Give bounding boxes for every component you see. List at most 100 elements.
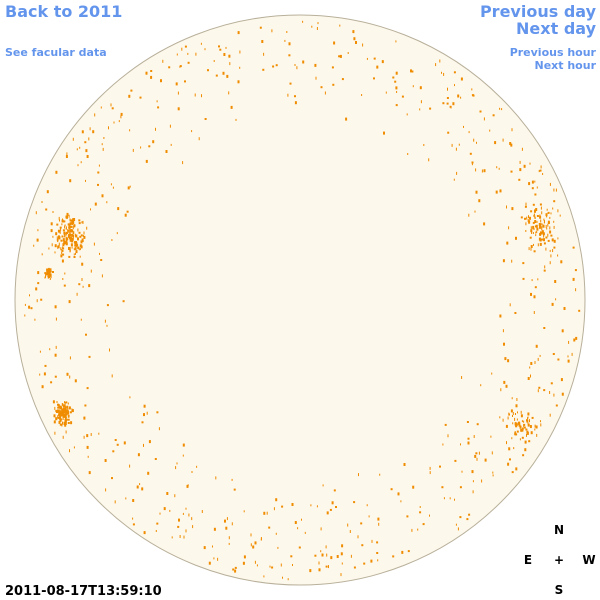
facula [78, 219, 81, 222]
facula [370, 559, 373, 563]
facula [62, 229, 65, 232]
facula [215, 476, 217, 480]
facula [395, 86, 398, 90]
facula [516, 398, 518, 401]
facula [527, 377, 530, 380]
facula [540, 165, 542, 169]
facula [543, 221, 545, 224]
facula [52, 211, 54, 213]
facula [526, 431, 529, 435]
facula [315, 76, 317, 80]
facula [412, 85, 414, 88]
facula [532, 203, 535, 206]
facula [523, 426, 526, 429]
facula [527, 417, 528, 420]
facula [54, 353, 57, 357]
facula [554, 280, 557, 283]
facula [183, 535, 185, 539]
facula [46, 272, 48, 275]
facula [204, 48, 206, 51]
facula [86, 226, 88, 230]
facula [129, 396, 131, 399]
facula [446, 97, 449, 99]
facula [531, 416, 534, 419]
facula [65, 242, 68, 246]
facula [536, 186, 538, 189]
facula [534, 424, 536, 428]
next-day-link[interactable]: Next day [516, 19, 597, 38]
facula [148, 440, 151, 444]
facula [64, 272, 66, 275]
facula [65, 227, 67, 230]
facula [536, 215, 539, 217]
facula [208, 561, 211, 565]
facula [181, 47, 183, 51]
facula [132, 148, 134, 152]
facula [68, 229, 70, 233]
facula [34, 318, 36, 321]
facula [518, 178, 521, 181]
facula [523, 164, 526, 168]
facula [73, 253, 75, 256]
facula [528, 440, 531, 443]
facula [311, 25, 313, 28]
facula [552, 353, 555, 355]
facula [529, 366, 531, 369]
facular-link[interactable]: See facular data [5, 46, 107, 59]
facula [98, 432, 100, 435]
previous-hour-link[interactable]: Previous hour [510, 46, 597, 59]
facula [475, 452, 478, 455]
facula [499, 416, 501, 419]
facula [68, 406, 71, 410]
facula [292, 564, 293, 566]
facula [109, 348, 110, 352]
facula [83, 416, 86, 420]
facula [347, 52, 349, 54]
facula [492, 471, 494, 474]
facula [68, 255, 71, 258]
facula [567, 355, 569, 358]
facula [476, 457, 478, 461]
facula [523, 420, 525, 423]
facula [100, 106, 102, 109]
facula [196, 465, 198, 468]
facula [65, 155, 68, 158]
facula [475, 168, 477, 172]
facula [61, 259, 64, 263]
facula [57, 404, 60, 407]
facula [77, 247, 80, 250]
facula [198, 137, 200, 141]
facula [141, 421, 144, 424]
next-hour-link[interactable]: Next hour [535, 59, 597, 72]
facula [61, 219, 64, 223]
facula [156, 100, 158, 103]
facula [314, 554, 317, 557]
facula [139, 483, 141, 486]
facula [260, 537, 262, 540]
facula [116, 443, 119, 446]
facula [71, 246, 73, 249]
previous-day-link[interactable]: Previous day [480, 2, 597, 21]
facula [412, 485, 415, 489]
back-link[interactable]: Back to 2011 [5, 2, 122, 21]
facula [76, 292, 78, 296]
facula [234, 569, 237, 573]
facula [537, 357, 539, 361]
facula [455, 147, 457, 151]
facula [522, 427, 524, 430]
facula [320, 527, 322, 531]
facula [78, 283, 81, 286]
facula [333, 41, 336, 45]
facula [338, 55, 341, 58]
facula [524, 205, 527, 208]
facula [41, 201, 43, 203]
facula [67, 402, 69, 405]
facula [62, 253, 65, 256]
facula [460, 96, 462, 99]
facula [542, 224, 545, 228]
facula [53, 420, 56, 424]
facula [90, 433, 92, 436]
facula [72, 137, 74, 141]
facula [105, 488, 107, 492]
facula [120, 115, 122, 119]
